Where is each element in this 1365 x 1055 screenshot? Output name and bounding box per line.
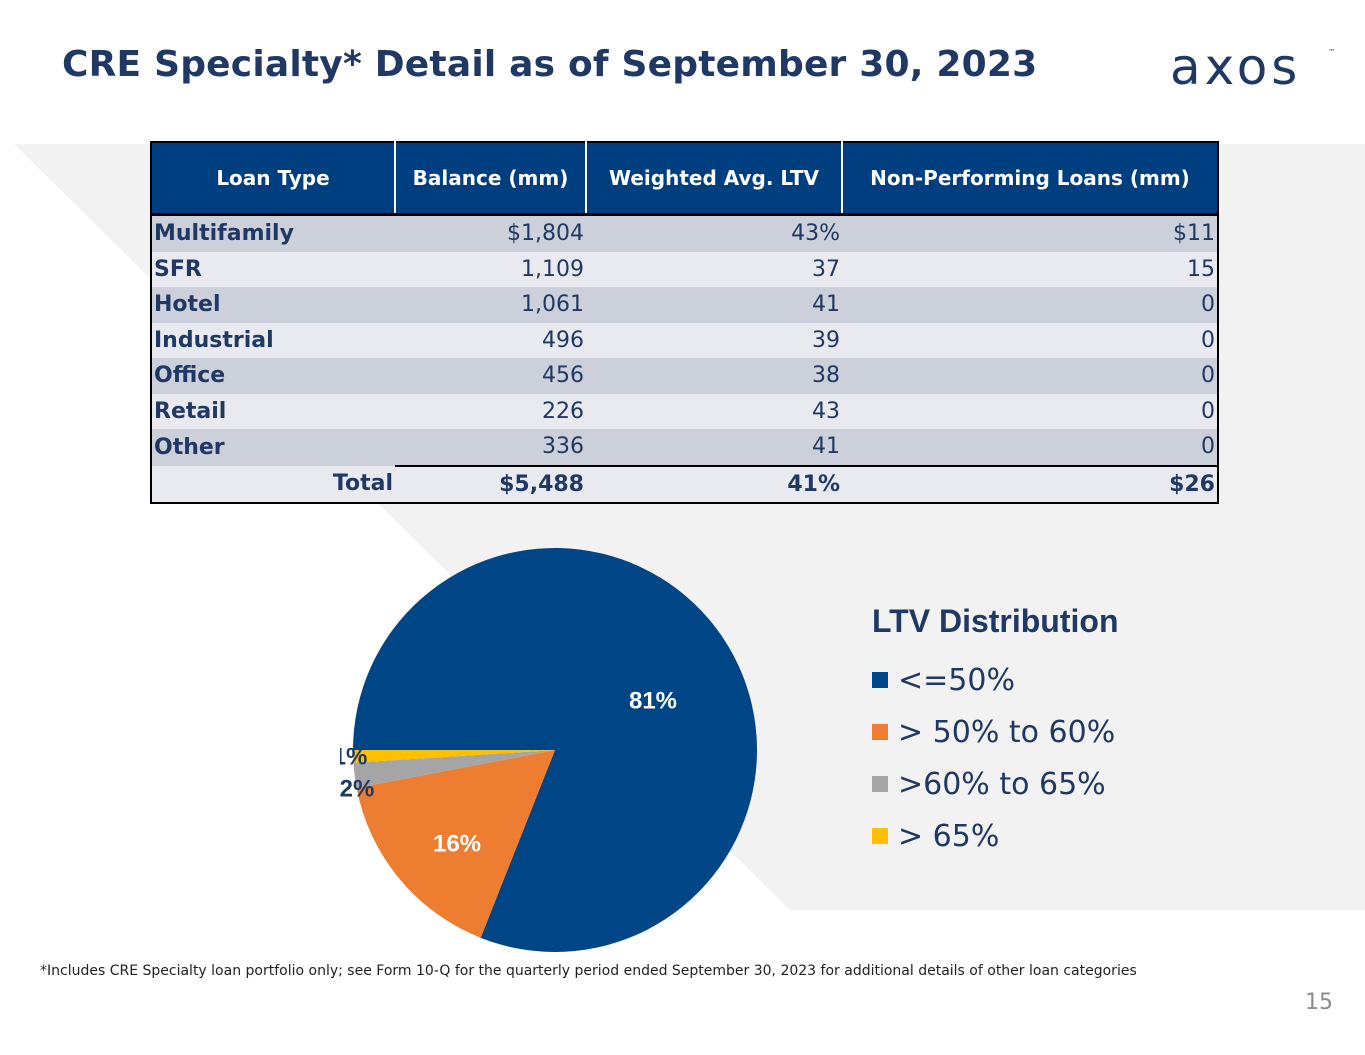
table-row: Retail 226 43 0 — [151, 393, 1218, 429]
axos-logo: axos ™ — [1170, 40, 1335, 92]
cell-ltv: 41 — [586, 429, 842, 466]
total-npl: $26 — [842, 464, 1218, 503]
cell-npl: $11 — [842, 214, 1218, 252]
cell-npl: 0 — [842, 429, 1218, 466]
pie-label-gt65: 1% — [340, 743, 367, 770]
table-total-row: Total $5,488 41% $26 — [151, 464, 1218, 503]
table-row: SFR 1,109 37 15 — [151, 251, 1218, 287]
cell-ltv: 41 — [586, 287, 842, 323]
cell-loan-type: Hotel — [151, 287, 395, 323]
header-weighted-ltv: Weighted Avg. LTV — [585, 142, 842, 215]
footnote: *Includes CRE Specialty loan portfolio o… — [40, 963, 1137, 979]
logo-tm: ™ — [1328, 48, 1335, 56]
cell-ltv: 39 — [586, 322, 842, 358]
legend-label: > 65% — [898, 818, 1000, 854]
cell-npl: 0 — [842, 322, 1218, 358]
cell-loan-type: Office — [151, 358, 395, 394]
total-balance: $5,488 — [395, 464, 586, 503]
slice-gt65 — [353, 750, 555, 763]
cell-ltv: 38 — [586, 358, 842, 394]
cre-loan-table: Loan Type Balance (mm) Weighted Avg. LTV… — [150, 141, 1219, 504]
pie-label-50-60: 16% — [433, 830, 481, 857]
cell-balance: $1,804 — [395, 214, 586, 252]
pie-label-le50: 81% — [629, 687, 677, 714]
slice-60-65 — [353, 750, 555, 788]
cell-npl: 15 — [842, 251, 1218, 287]
cell-npl: 0 — [842, 287, 1218, 323]
legend-item: > 50% to 60% — [872, 706, 1118, 758]
cell-balance: 226 — [395, 393, 586, 429]
legend-swatch-50-60 — [872, 724, 888, 740]
cell-ltv: 43% — [586, 214, 842, 252]
legend-item: <=50% — [872, 654, 1118, 706]
ltv-pie-chart: 81% 16% 2% 1% — [340, 548, 757, 952]
legend-swatch-gt65 — [872, 828, 888, 844]
slice-50-60 — [356, 750, 555, 938]
legend-swatch-60-65 — [872, 776, 888, 792]
table-row: Hotel 1,061 41 0 — [151, 287, 1218, 323]
total-label: Total — [151, 465, 395, 503]
table-row: Industrial 496 39 0 — [151, 322, 1218, 358]
cell-ltv: 37 — [586, 251, 842, 287]
logo-text: axos — [1170, 40, 1301, 92]
cell-balance: 496 — [395, 322, 586, 358]
cell-balance: 336 — [395, 429, 586, 466]
legend-label: >60% to 65% — [898, 766, 1106, 802]
header-balance: Balance (mm) — [394, 142, 586, 215]
page-title: CRE Specialty* Detail as of September 30… — [62, 44, 1038, 85]
cell-loan-type: Industrial — [151, 322, 395, 358]
cell-ltv: 43 — [586, 393, 842, 429]
table-header-row: Loan Type Balance (mm) Weighted Avg. LTV… — [151, 142, 1218, 215]
page-number: 15 — [1305, 990, 1333, 1015]
legend-swatch-le50 — [872, 672, 888, 688]
legend-item: > 65% — [872, 810, 1118, 862]
pie-label-60-65: 2% — [340, 775, 374, 802]
total-ltv: 41% — [586, 464, 842, 503]
cell-balance: 1,109 — [395, 251, 586, 287]
cell-balance: 1,061 — [395, 287, 586, 323]
ltv-legend: LTV Distribution <=50% > 50% to 60% >60%… — [872, 603, 1118, 862]
header-loan-type: Loan Type — [151, 142, 395, 215]
header-npl: Non-Performing Loans (mm) — [841, 142, 1218, 215]
cell-loan-type: Retail — [151, 393, 395, 429]
legend-title: LTV Distribution — [872, 603, 1119, 639]
cell-loan-type: Multifamily — [151, 214, 395, 252]
table-row: Office 456 38 0 — [151, 358, 1218, 394]
legend-label: <=50% — [898, 662, 1015, 698]
legend-item: >60% to 65% — [872, 758, 1118, 810]
table-row: Other 336 41 0 — [151, 429, 1218, 466]
cell-loan-type: SFR — [151, 251, 395, 287]
cell-npl: 0 — [842, 358, 1218, 394]
legend-label: > 50% to 60% — [898, 714, 1116, 750]
cell-npl: 0 — [842, 393, 1218, 429]
cell-loan-type: Other — [151, 429, 395, 466]
cell-balance: 456 — [395, 358, 586, 394]
table-row: Multifamily $1,804 43% $11 — [151, 214, 1218, 252]
